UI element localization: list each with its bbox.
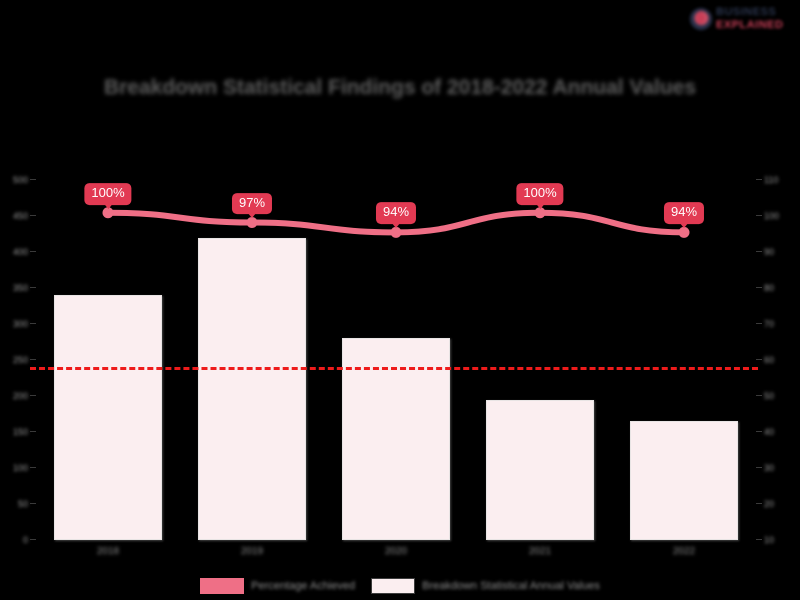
line-marker-2022[interactable]	[678, 226, 690, 238]
line-marker-2020[interactable]	[390, 226, 402, 238]
y-axis-left-tick-label: 350	[12, 283, 28, 293]
bar-2018[interactable]	[54, 295, 162, 540]
data-label-2019: 97%	[231, 192, 273, 219]
axis-tick	[30, 503, 36, 504]
axis-tick	[756, 467, 762, 468]
data-label-2018: 100%	[84, 182, 132, 209]
y-axis-right-tick-label: 30	[764, 463, 775, 473]
axis-tick	[756, 539, 762, 540]
y-axis-right-tick-label: 110	[764, 175, 779, 185]
axis-tick	[756, 431, 762, 432]
y-axis-left-tick-label: 250	[12, 355, 28, 365]
plot-area: 100% 97% 94% 100% 94%	[30, 179, 762, 540]
line-series-markers	[102, 207, 690, 238]
data-label-2022: 94%	[663, 202, 705, 229]
y-axis-right-tick-label: 100	[764, 211, 780, 221]
y-axis-right-tick-label: 80	[764, 283, 775, 293]
legend-label-0: Percentage Achieved	[251, 580, 356, 592]
y-axis-left-tick-label: 200	[12, 391, 28, 401]
axis-tick	[756, 395, 762, 396]
axis-tick	[30, 287, 36, 288]
y-axis-left-tick-label: 100	[12, 463, 28, 473]
target-reference-line	[30, 367, 758, 371]
bar-2021[interactable]	[486, 399, 594, 540]
line-marker-2019[interactable]	[246, 217, 258, 229]
y-axis-right-tick-label: 60	[764, 355, 775, 365]
x-axis-label-2019: 2019	[240, 546, 264, 557]
legend-item-0[interactable]: Percentage Achieved	[200, 578, 355, 594]
x-axis-label-2020: 2020	[384, 546, 408, 557]
x-axis-label-2022: 2022	[672, 546, 696, 557]
axis-tick	[30, 539, 36, 540]
legend-item-1[interactable]: Breakdown Statistical Annual Values	[371, 578, 600, 594]
bar-2020[interactable]	[342, 338, 450, 540]
brand-wordmark: BUSINESS EXPLAINED	[716, 7, 783, 31]
chart-title: Breakdown Statistical Findings of 2018-2…	[103, 76, 697, 99]
legend-swatch-0	[200, 578, 245, 594]
line-marker-2018[interactable]	[102, 207, 114, 219]
bar-2019[interactable]	[198, 237, 306, 540]
axis-tick	[30, 251, 36, 252]
data-label-2020: 94%	[375, 202, 417, 229]
y-axis-right-tick-label: 10	[764, 535, 775, 545]
axis-tick	[756, 287, 762, 288]
globe-leaf-mark-icon	[690, 8, 712, 30]
axis-tick	[30, 431, 36, 432]
y-axis-left-tick-label: 0	[22, 535, 28, 545]
y-axis-left-tick-label: 150	[12, 427, 28, 437]
y-axis-left-tick-label: 450	[12, 211, 28, 221]
legend-swatch-1	[371, 578, 416, 594]
data-label-2021: 100%	[516, 182, 564, 209]
y-axis-right-tick-label: 20	[764, 499, 775, 509]
axis-tick	[30, 359, 36, 360]
y-axis-right-tick-label: 90	[764, 247, 775, 257]
axis-tick	[30, 467, 36, 468]
x-axis-label-2021: 2021	[528, 546, 552, 557]
y-axis-left-tick-label: 400	[12, 247, 28, 257]
y-axis-left-tick-label: 50	[17, 499, 28, 509]
axis-tick	[756, 503, 762, 504]
axis-tick	[30, 323, 36, 324]
brand-line-1: BUSINESS	[716, 6, 777, 18]
axis-tick	[756, 323, 762, 324]
line-series	[102, 207, 690, 238]
axis-tick	[756, 251, 762, 252]
line-marker-2021[interactable]	[534, 207, 546, 219]
x-axis-label-2018: 2018	[96, 546, 120, 557]
chart-legend: Percentage Achieved Breakdown Statistical…	[0, 578, 800, 594]
legend-label-1: Breakdown Statistical Annual Values	[422, 580, 600, 592]
axis-tick	[756, 179, 762, 180]
y-axis-right-tick-label: 50	[764, 391, 775, 401]
brand-logo: BUSINESS EXPLAINED	[690, 4, 794, 34]
y-axis-left-tick-label: 300	[12, 319, 28, 329]
y-axis-left-tick-label: 500	[12, 175, 28, 185]
y-axis-right-tick-label: 40	[764, 427, 775, 437]
axis-tick	[30, 395, 36, 396]
bar-2022[interactable]	[630, 421, 738, 540]
brand-line-2: EXPLAINED	[716, 19, 784, 31]
axis-tick	[30, 215, 36, 216]
axis-tick	[756, 215, 762, 216]
axis-tick	[756, 359, 762, 360]
y-axis-right-tick-label: 70	[764, 319, 775, 329]
axis-tick	[30, 179, 36, 180]
